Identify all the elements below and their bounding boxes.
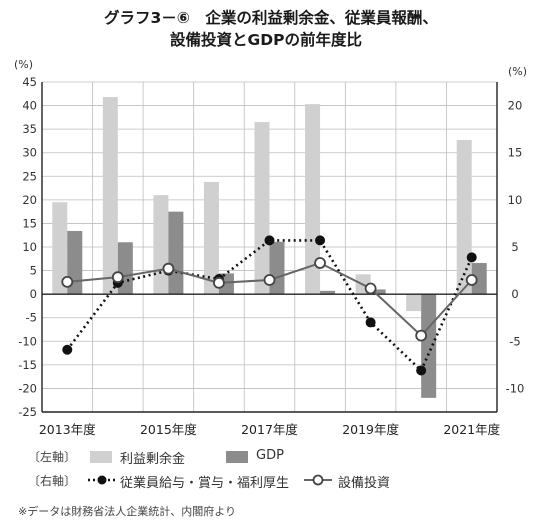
point-capex bbox=[213, 276, 225, 289]
bar-retained-earnings bbox=[254, 122, 270, 295]
bar-retained-earnings bbox=[305, 104, 321, 295]
left-tick-label: 25 bbox=[22, 169, 37, 183]
point-capex bbox=[314, 257, 326, 269]
point-employee-pay bbox=[365, 317, 376, 328]
left-tick-label: 15 bbox=[22, 216, 37, 230]
point-capex bbox=[111, 271, 124, 284]
point-employee-pay bbox=[315, 235, 326, 246]
left-tick-label: -25 bbox=[18, 405, 37, 419]
point-employee-pay bbox=[62, 344, 73, 355]
legend-swatch-retained-earnings bbox=[90, 451, 112, 463]
x-tick-label: 2021年度 bbox=[443, 422, 500, 437]
right-axis-unit: (%) bbox=[508, 65, 527, 78]
x-tick-label: 2013年度 bbox=[39, 422, 96, 437]
point-employee-pay bbox=[264, 235, 275, 246]
left-tick-label: 0 bbox=[30, 287, 37, 301]
x-tick-label: 2017年度 bbox=[241, 422, 298, 437]
bar-retained-earnings bbox=[203, 181, 219, 295]
legend-label-gdp: GDP bbox=[256, 448, 284, 463]
left-tick-label: 35 bbox=[22, 122, 37, 136]
point-employee-pay bbox=[466, 252, 477, 263]
bar-gdp bbox=[269, 241, 285, 295]
point-capex bbox=[263, 274, 276, 286]
point-capex bbox=[61, 275, 74, 288]
bar-gdp bbox=[320, 290, 336, 295]
right-tick-label: -5 bbox=[509, 334, 520, 348]
bar-gdp bbox=[471, 263, 487, 295]
right-tick-label: 5 bbox=[511, 240, 518, 254]
left-tick-label: 10 bbox=[22, 240, 37, 254]
left-tick-label: 5 bbox=[30, 264, 37, 278]
legend-label-retained-earnings: 利益剰余金 bbox=[120, 452, 186, 467]
bar-retained-earnings bbox=[406, 294, 422, 312]
lines bbox=[61, 235, 478, 376]
right-tick-label: 20 bbox=[508, 99, 523, 113]
tick-labels: 45 40 35 30 25 20 15 10 5 0 -5 -10 -15 -20 -25 20 15 10 5 0… bbox=[18, 75, 524, 437]
left-tick-label: -10 bbox=[18, 334, 37, 348]
bar-gdp bbox=[370, 289, 386, 295]
point-employee-pay bbox=[416, 365, 427, 376]
bar-retained-earnings bbox=[52, 202, 68, 295]
left-tick-label: 20 bbox=[22, 193, 37, 207]
point-capex bbox=[364, 282, 377, 295]
legend-label-employee-pay: 従業員給与・賞与・福利厚生 bbox=[120, 476, 290, 491]
bar-gdp bbox=[421, 294, 437, 398]
left-axis-unit: (%) bbox=[14, 58, 33, 71]
legend-label-capex: 設備投資 bbox=[338, 476, 391, 491]
axes bbox=[41, 82, 498, 413]
chart-svg: (%) (%) 45 40 35 30 25 20 15 10 5 0 -5 -10 -15 -20 -25… bbox=[14, 58, 527, 437]
left-tick-label: 30 bbox=[22, 146, 37, 160]
left-tick-label: 45 bbox=[22, 75, 37, 89]
point-capex bbox=[415, 329, 428, 342]
legend-marker-employee-pay bbox=[88, 475, 116, 485]
title-line-1: グラフ3－⑥ 企業の利益剰余金、従業員報酬、 bbox=[104, 9, 438, 27]
legend-left-axis-tag: 〔左軸〕 bbox=[28, 450, 77, 464]
left-tick-label: 40 bbox=[22, 99, 37, 113]
right-tick-label: 15 bbox=[508, 146, 523, 160]
bar-retained-earnings bbox=[153, 195, 169, 295]
title-line-2: 設備投資とGDPの前年度比 bbox=[170, 31, 362, 49]
x-tick-label: 2015年度 bbox=[140, 422, 197, 437]
bar-retained-earnings bbox=[456, 139, 472, 295]
right-tick-label: 10 bbox=[508, 193, 523, 207]
left-tick-label: -20 bbox=[18, 381, 37, 395]
legend-marker-capex bbox=[304, 474, 332, 486]
point-capex bbox=[162, 262, 175, 275]
bar-gdp bbox=[168, 211, 184, 295]
point-capex bbox=[465, 274, 478, 286]
x-tick-label: 2019年度 bbox=[342, 422, 399, 437]
left-tick-label: -15 bbox=[18, 358, 37, 372]
source-note: ※データは財務省法人企業統計、内閣府より bbox=[18, 505, 236, 518]
legend-swatch-gdp bbox=[226, 451, 248, 463]
legend-right-axis-tag: 〔右軸〕 bbox=[28, 474, 77, 488]
right-tick-label: 0 bbox=[511, 287, 518, 301]
right-tick-label: -10 bbox=[506, 381, 525, 395]
left-tick-label: -5 bbox=[26, 311, 37, 325]
bars bbox=[52, 97, 487, 398]
bar-retained-earnings bbox=[102, 97, 118, 295]
